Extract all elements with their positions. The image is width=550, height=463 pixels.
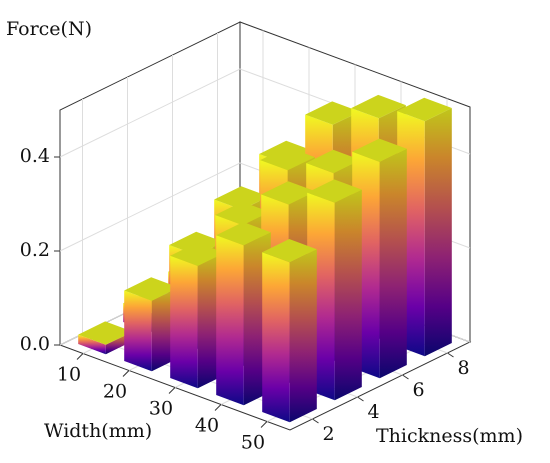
x-tick (76, 353, 84, 360)
y-tick-label: 4 (367, 401, 379, 423)
y-tick-label: 2 (322, 423, 334, 445)
x-tick (168, 387, 176, 394)
y-tick (357, 396, 364, 402)
x-tick-label: 20 (103, 381, 127, 403)
x-tick-label: 50 (241, 432, 265, 454)
z-tick-label: 0.2 (20, 239, 50, 261)
y-tick-label: 6 (412, 379, 424, 401)
bars (78, 94, 452, 423)
x-tick (260, 421, 268, 428)
z-tick-label: 0.0 (20, 333, 50, 355)
bar (262, 239, 317, 423)
x-tick-label: 10 (57, 364, 81, 386)
z-tick-label: 0.4 (20, 145, 50, 167)
x-tick (214, 404, 222, 411)
y-tick (312, 418, 319, 424)
y-tick (447, 352, 454, 358)
y-tick-label: 8 (457, 357, 469, 379)
x-tick (122, 370, 130, 377)
y-tick (402, 374, 409, 380)
y-axis-title: Thickness(mm) (376, 425, 523, 447)
x-tick-label: 40 (195, 415, 219, 437)
x-tick-label: 30 (149, 398, 173, 420)
z-axis-title: Force(N) (6, 18, 92, 40)
x-axis-title: Width(mm) (44, 420, 152, 442)
